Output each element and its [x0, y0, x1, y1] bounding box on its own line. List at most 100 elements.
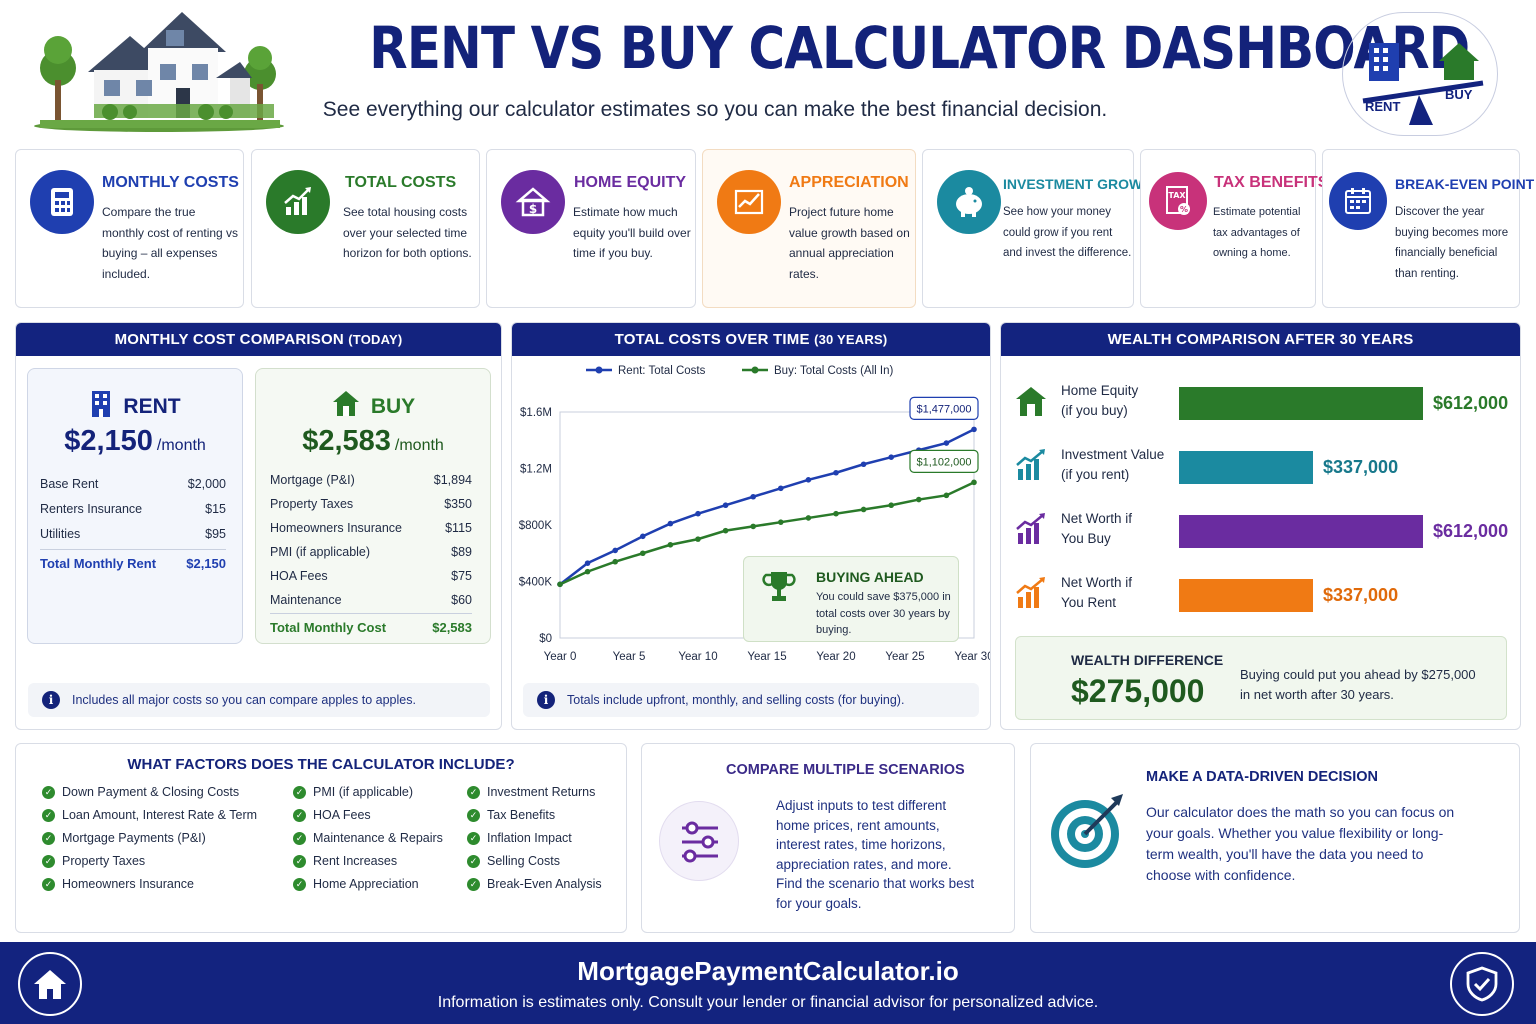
- networth-rent-icon: [1013, 575, 1049, 611]
- buy-amount: $2,583: [302, 425, 391, 457]
- factor-item: Mortgage Payments (P&I): [42, 831, 206, 845]
- wealth-row-subtitle: You Rent: [1061, 595, 1117, 610]
- factor-item: HOA Fees: [293, 808, 371, 822]
- x-tick-label: Year 30: [954, 651, 990, 663]
- data-point: [750, 523, 756, 530]
- decision-card: MAKE A DATA-DRIVEN DECISION Our calculat…: [1030, 743, 1520, 933]
- legend-marker: [751, 366, 759, 374]
- house-illustration-icon: [34, 12, 284, 132]
- calculator-icon: [30, 170, 94, 234]
- wealth-row-label: Home Equity (if you buy): [1061, 381, 1138, 421]
- page-title: RENT VS BUY CALCULATOR DASHBOARD: [369, 14, 1470, 82]
- data-point: [695, 510, 701, 517]
- footer-home-icon[interactable]: [18, 952, 82, 1016]
- panel-heading-suffix: (TODAY): [348, 332, 403, 347]
- wealth-row-label: Investment Value (if you rent): [1061, 445, 1164, 485]
- feature-desc: See total housing costs over your select…: [343, 205, 472, 260]
- wealth-bar: [1179, 451, 1313, 484]
- wealth-value: $337,000: [1323, 585, 1399, 605]
- svg-text:%: %: [1180, 205, 1188, 214]
- decision-heading: MAKE A DATA-DRIVEN DECISION: [1146, 769, 1378, 785]
- wealth-difference-label: WEALTH DIFFERENCE: [1071, 652, 1224, 668]
- shield-check-icon: [1450, 952, 1514, 1016]
- row-value: $2,000: [187, 477, 226, 491]
- feature-desc: See how your money could grow if you ren…: [1003, 206, 1132, 259]
- callout-text: You could save $375,000 in total costs o…: [816, 591, 951, 636]
- row-value: $15: [205, 502, 226, 516]
- total-costs-line-chart: $0 $400K $800K $1.2M $1.6M Year 0 Year 5 Year 1…: [519, 365, 990, 663]
- row-value: $89: [451, 545, 472, 559]
- data-point: [695, 536, 701, 542]
- home-dollar-icon: $: [501, 170, 565, 234]
- data-point: [916, 496, 922, 503]
- wealth-row-subtitle: (if you buy): [1061, 403, 1128, 418]
- row-label: Utilities: [40, 527, 81, 541]
- factor-item: Rent Increases: [293, 854, 397, 868]
- factor-item: Selling Costs: [467, 854, 560, 868]
- row-value: $115: [445, 521, 472, 535]
- row-value: $1,894: [433, 473, 472, 487]
- buy-row: PMI (if applicable) $89: [270, 545, 472, 559]
- wealth-difference-text: Buying could put you ahead by $275,000 i…: [1240, 667, 1476, 702]
- feature-card-appreciation: APPRECIATION Project future home value g…: [702, 149, 916, 308]
- monthly-cost-panel: MONTHLY COST COMPARISON (TODAY) RENT $2,…: [15, 322, 502, 730]
- callout-title: BUYING AHEAD: [816, 569, 924, 585]
- wealth-bar: [1179, 579, 1313, 612]
- row-label: Base Rent: [40, 477, 99, 491]
- buy-per-month: /month: [394, 437, 444, 454]
- wealth-row-subtitle: You Buy: [1061, 531, 1111, 546]
- end-label-box: [909, 396, 979, 420]
- legend-marker: [595, 366, 603, 374]
- factor-item: Loan Amount, Interest Rate & Term: [42, 808, 257, 822]
- row-label: Maintenance: [270, 593, 342, 607]
- feature-title: TOTAL COSTS: [345, 174, 457, 191]
- feature-card-total-costs: TOTAL COSTS See total housing costs over…: [251, 149, 480, 308]
- data-point: [667, 541, 674, 548]
- data-point: [860, 506, 867, 513]
- row-value: $350: [444, 497, 472, 511]
- calendar-icon: [1329, 172, 1387, 230]
- rent-amount: $2,150: [64, 425, 153, 457]
- feature-desc: Compare the true monthly cost of renting…: [102, 205, 239, 281]
- trophy-icon: [762, 572, 796, 601]
- wealth-value: $337,000: [1323, 457, 1399, 477]
- footer-site-name[interactable]: MortgagePaymentCalculator.io: [577, 956, 959, 986]
- data-point: [640, 550, 646, 557]
- chart-info-note: i Totals include upfront, monthly, and se…: [523, 683, 979, 717]
- feature-desc: Discover the year buying becomes more fi…: [1395, 206, 1509, 280]
- wealth-difference-box: WEALTH DIFFERENCE $275,000 Buying could …: [1015, 636, 1507, 720]
- badge-rent-label: RENT: [1365, 99, 1401, 114]
- row-label: PMI (if applicable): [270, 545, 371, 559]
- y-tick-label: $1.6M: [520, 407, 552, 419]
- legend-label: Rent: Total Costs: [618, 365, 706, 377]
- feature-title: BREAK-EVEN POINT: [1395, 176, 1535, 192]
- data-point: [667, 520, 674, 527]
- data-point: [833, 510, 839, 517]
- row-value: $95: [205, 527, 226, 541]
- badge-buy-label: BUY: [1445, 87, 1473, 102]
- buy-monthly-amount: $2,583/month: [256, 425, 490, 458]
- wealth-row-title: Net Worth if: [1061, 575, 1133, 590]
- wealth-value: $612,000: [1433, 393, 1509, 413]
- row-label: Homeowners Insurance: [270, 521, 403, 535]
- x-tick-label: Year 25: [885, 651, 924, 663]
- data-point: [971, 426, 977, 433]
- factor-item: Inflation Impact: [467, 831, 572, 845]
- feature-desc: Project future home value growth based o…: [789, 205, 910, 281]
- x-tick-label: Year 0: [544, 651, 577, 663]
- row-label: Mortgage (P&I): [270, 473, 355, 487]
- x-tick-label: Year 10: [678, 651, 717, 663]
- row-label: Property Taxes: [270, 497, 354, 511]
- factor-item: Tax Benefits: [467, 808, 555, 822]
- panel-heading: WEALTH COMPARISON AFTER 30 YEARS: [1001, 323, 1520, 356]
- info-note-text: Totals include upfront, monthly, and sel…: [567, 693, 905, 707]
- target-icon: [1051, 794, 1123, 868]
- data-point: [557, 581, 563, 588]
- buying-ahead-callout: BUYING AHEAD You could save $375,000 in …: [743, 556, 959, 642]
- data-point: [971, 479, 977, 486]
- data-point: [805, 477, 812, 483]
- wealth-row-label: Net Worth if You Buy: [1061, 509, 1132, 549]
- page-subtitle: See everything our calculator estimates …: [322, 98, 1108, 121]
- data-point: [943, 492, 950, 499]
- info-note-text: Includes all major costs so you can comp…: [72, 693, 416, 707]
